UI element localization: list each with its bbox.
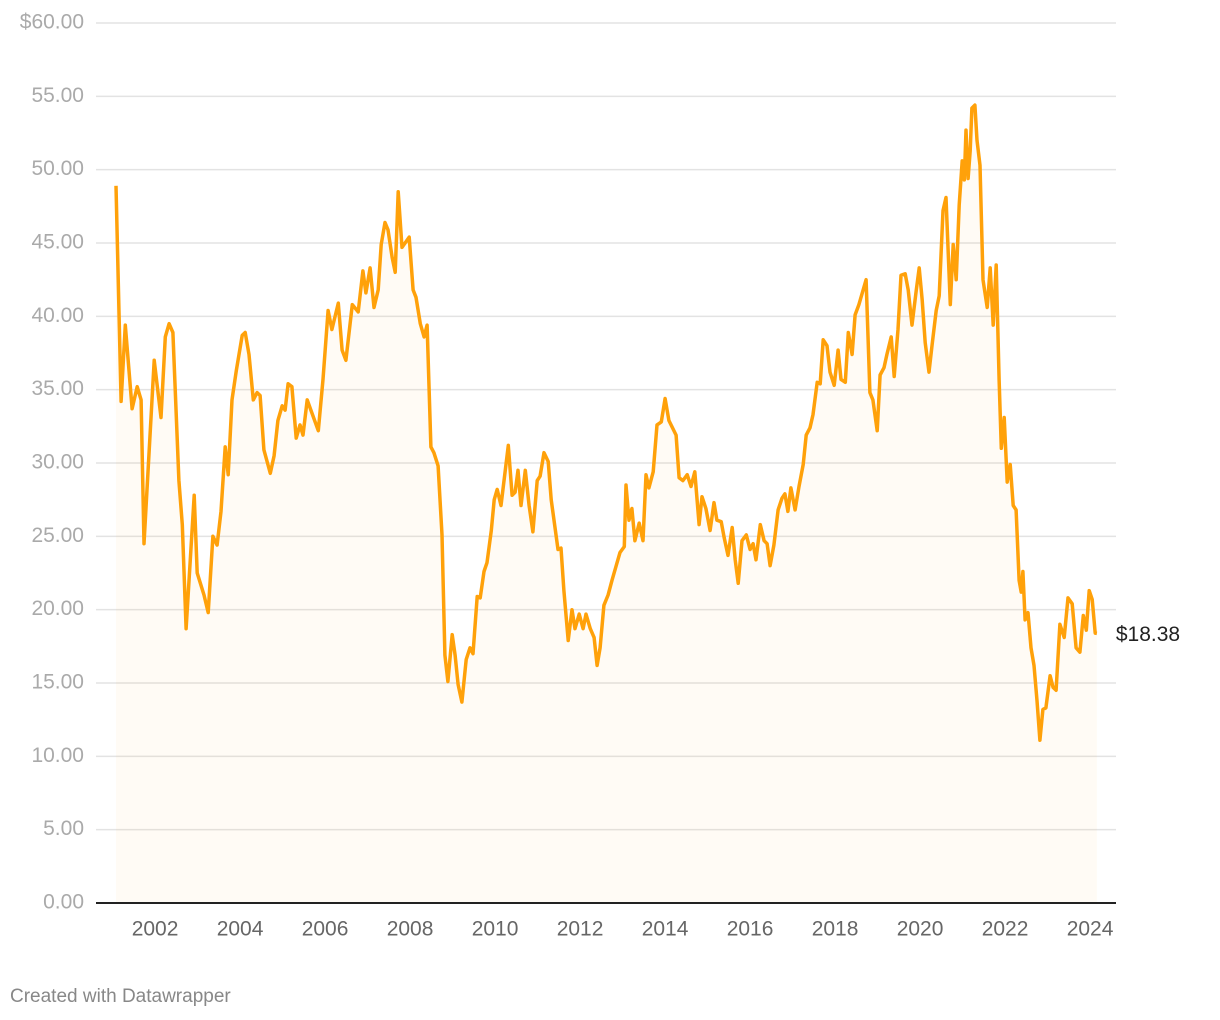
y-tick-label: $60.00 bbox=[20, 11, 84, 34]
y-tick-label: 10.00 bbox=[31, 744, 84, 767]
line bbox=[114, 103, 1098, 742]
end-label: $18.38 bbox=[1116, 623, 1180, 646]
x-tick-label: 2006 bbox=[302, 918, 349, 941]
x-tick-label: 2012 bbox=[557, 918, 604, 941]
source-note: Created with Datawrapper bbox=[10, 986, 231, 1007]
x-tick-label: 2010 bbox=[472, 918, 519, 941]
x-tick-label: 2024 bbox=[1067, 918, 1114, 941]
x-tick-label: 2016 bbox=[727, 918, 774, 941]
y-tick-label: 35.00 bbox=[31, 377, 84, 400]
x-tick-label: 2020 bbox=[897, 918, 944, 941]
area bbox=[115, 105, 1097, 904]
y-tick-label: 20.00 bbox=[31, 597, 84, 620]
y-tick-label: 0.00 bbox=[43, 891, 84, 914]
x-tick-label: 2018 bbox=[812, 918, 859, 941]
x-tick-label: 2014 bbox=[642, 918, 689, 941]
x-tick-label: 2022 bbox=[982, 918, 1029, 941]
y-tick-label: 30.00 bbox=[31, 451, 84, 474]
y-tick-label: 25.00 bbox=[31, 524, 84, 547]
y-tick-label: 15.00 bbox=[31, 671, 84, 694]
y-tick-label: 5.00 bbox=[43, 817, 84, 840]
y-tick-label: 40.00 bbox=[31, 304, 84, 327]
y-tick-label: 45.00 bbox=[31, 231, 84, 254]
y-tick-label: 50.00 bbox=[31, 157, 84, 180]
y-tick-label: 55.00 bbox=[31, 84, 84, 107]
x-tick-label: 2002 bbox=[132, 918, 179, 941]
x-tick-label: 2004 bbox=[217, 918, 264, 941]
x-tick-label: 2008 bbox=[387, 918, 434, 941]
